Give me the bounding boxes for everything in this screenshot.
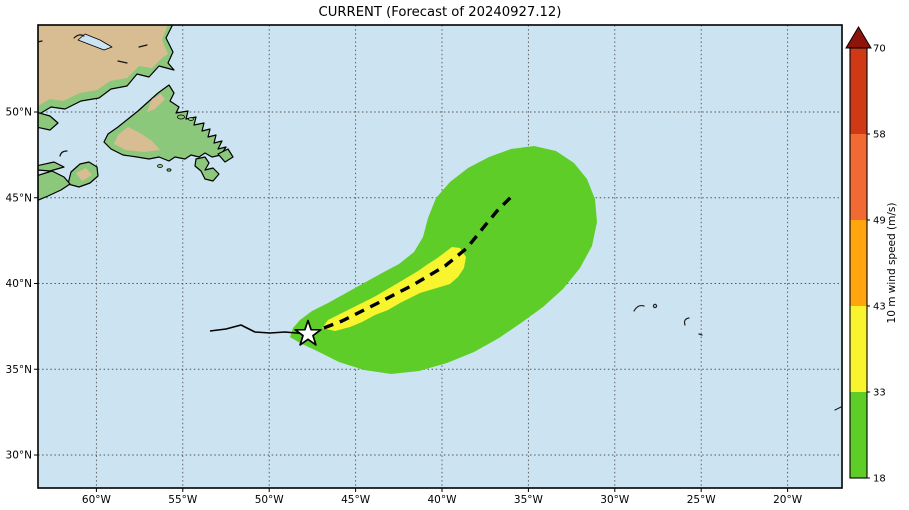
magdalen-islands-outline: [59, 150, 68, 157]
newfoundland-highland-north: [147, 94, 165, 112]
colorbar-tick-label: 43: [873, 302, 886, 313]
azores-island-outline: [698, 333, 703, 336]
colorbar-tick-label: 33: [873, 388, 886, 399]
colorbar-segment-49-58: [850, 134, 867, 220]
colorbar-outline: [849, 47, 868, 479]
azores-island-outline: [652, 303, 658, 309]
anticosti-island: [38, 111, 59, 131]
colorbar-extend-arrow: [845, 26, 872, 49]
y-tick-label: 35°N: [6, 364, 32, 376]
madeira-island-outline: [834, 406, 842, 411]
y-axis-labels: 50°N 45°N 40°N 35°N 30°N: [6, 107, 32, 462]
lake-mark: [117, 60, 128, 64]
land-masses: [38, 25, 234, 201]
x-tick-label: 60°W: [82, 494, 112, 506]
x-tick-label: 30°W: [600, 494, 630, 506]
newfoundland-highland-central: [114, 127, 160, 152]
y-tick-label: 45°N: [6, 192, 32, 204]
south-coast-island: [157, 164, 163, 168]
x-tick-label: 55°W: [168, 494, 198, 506]
prince-edward-island: [38, 161, 65, 172]
colorbar-tick-label: 49: [873, 216, 886, 227]
past-track-line: [209, 324, 309, 335]
colorbar-axis-label: 10 m wind speed (m/s): [886, 203, 898, 324]
lake-mark: [138, 44, 148, 48]
azores-islands: [633, 303, 703, 336]
colorbar-tick-labels: 70 58 49 43 33 18: [873, 44, 886, 485]
colorbar-segment-43-49: [850, 220, 867, 306]
avalon-peninsula: [194, 156, 220, 182]
y-tick-label: 30°N: [6, 450, 32, 462]
x-tick-label: 45°W: [341, 494, 371, 506]
x-tick-label: 35°W: [514, 494, 544, 506]
south-coast-island: [166, 168, 172, 172]
map-area: [38, 25, 842, 488]
small-coast-marks: [38, 34, 148, 157]
axis-ticks: [34, 111, 789, 492]
x-tick-label: 40°W: [428, 494, 458, 506]
forecast-track-dashed-line: [307, 194, 514, 336]
colorbar-segments: [850, 48, 867, 478]
cape-breton-highland: [76, 168, 92, 181]
coast-mark: [73, 34, 85, 39]
ne-coast-island: [188, 117, 194, 121]
azores-island-outline: [633, 304, 645, 312]
colorbar-ticks: [867, 47, 870, 479]
y-tick-label: 40°N: [6, 278, 32, 290]
wind-swath-33ms: [322, 247, 466, 331]
colorbar: 70 58 49 43 33 18 10 m wind speed (m/s): [845, 26, 898, 485]
storm-current-position-star-icon: [294, 319, 322, 346]
colorbar-tick-label: 70: [873, 44, 886, 55]
x-tick-label: 20°W: [773, 494, 803, 506]
island-east-of-newfoundland: [217, 148, 234, 163]
ne-coast-island: [177, 114, 185, 120]
coast-mark: [38, 40, 43, 43]
x-axis-labels: 60°W 55°W 50°W 45°W 40°W 35°W 30°W 25°W …: [82, 494, 803, 506]
y-tick-label: 50°N: [6, 107, 32, 119]
colorbar-segment-33-43: [850, 306, 867, 392]
x-tick-label: 50°W: [255, 494, 285, 506]
nova-scotia: [38, 170, 71, 201]
hamilton-inlet: [77, 33, 113, 51]
colorbar-segment-58-70: [850, 48, 867, 134]
colorbar-tick-label: 58: [873, 130, 886, 141]
figure-title: CURRENT (Forecast of 20240927.12): [319, 5, 562, 20]
colorbar-tick-label: 18: [873, 474, 886, 485]
x-tick-label: 25°W: [687, 494, 717, 506]
mainland-highland: [38, 25, 168, 106]
colorbar-segment-18-33: [850, 392, 867, 478]
map-frame: [37, 24, 843, 489]
azores-island-outline: [683, 317, 690, 326]
